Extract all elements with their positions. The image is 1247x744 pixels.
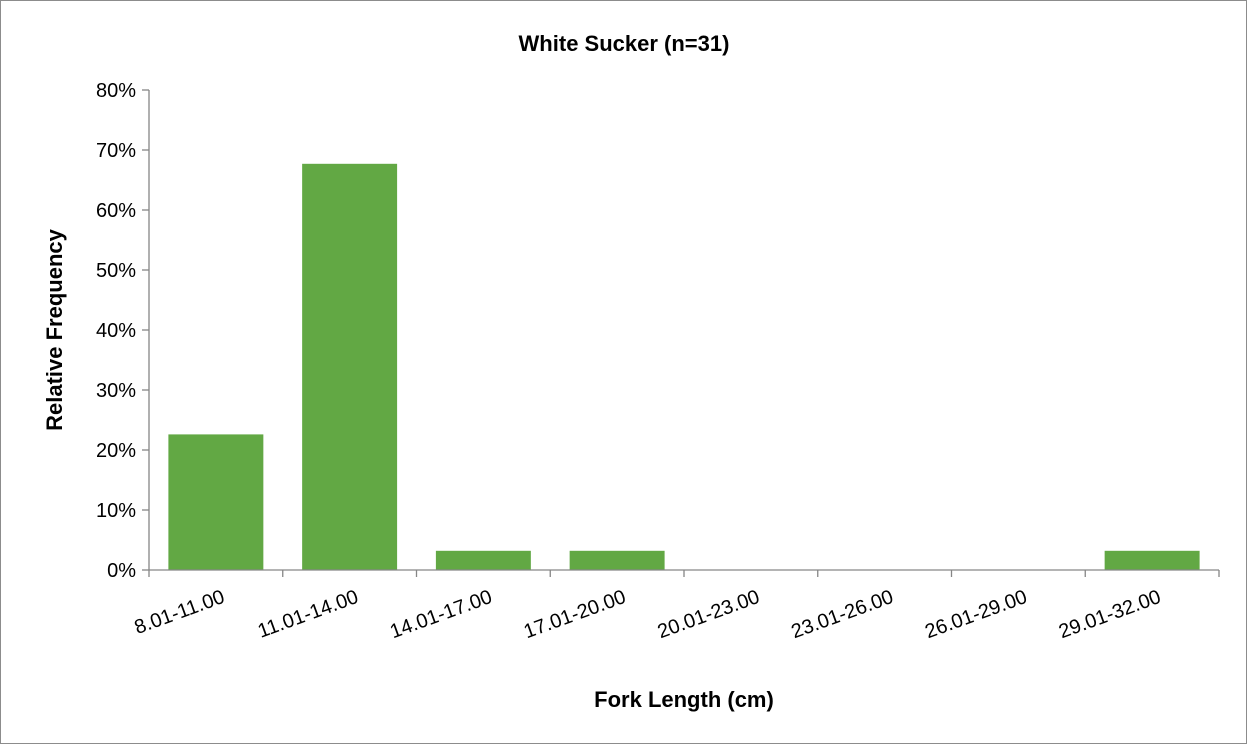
bar-2 bbox=[435, 550, 531, 570]
x-tick-label-6: 26.01-29.00 bbox=[922, 586, 1030, 643]
x-tick-label-3: 17.01-20.00 bbox=[521, 586, 629, 643]
y-tick-label-8: 80% bbox=[96, 80, 136, 102]
chart-title: White Sucker (n=31) bbox=[519, 31, 730, 56]
y-tick-label-2: 20% bbox=[96, 440, 136, 462]
x-tick-label-1: 11.01-14.00 bbox=[255, 586, 361, 643]
bar-1 bbox=[302, 163, 398, 571]
x-tick-label-7: 29.01-32.00 bbox=[1056, 586, 1164, 643]
y-tick-label-4: 40% bbox=[96, 320, 136, 342]
y-tick-label-5: 50% bbox=[96, 260, 136, 282]
x-tick-label-4: 20.01-23.00 bbox=[655, 586, 763, 643]
bar-3 bbox=[569, 550, 665, 570]
x-tick-label-2: 14.01-17.00 bbox=[387, 586, 495, 643]
plot-area: 0% 10% 20% 30% 40% 50% 60% 70% 80% 8.01-11.00 11.0… bbox=[96, 80, 1220, 643]
x-tick-label-0: 8.01-11.00 bbox=[132, 586, 228, 639]
y-tick-label-0: 0% bbox=[107, 560, 136, 582]
y-tick-label-3: 30% bbox=[96, 380, 136, 402]
y-tick-label-6: 60% bbox=[96, 200, 136, 222]
bar-0 bbox=[168, 434, 264, 570]
bar-7 bbox=[1104, 550, 1200, 570]
y-tick-label-7: 70% bbox=[96, 140, 136, 162]
y-axis-title: Relative Frequency bbox=[42, 228, 67, 431]
x-axis-title: Fork Length (cm) bbox=[594, 687, 774, 712]
y-tick-label-1: 10% bbox=[96, 500, 136, 522]
x-tick-label-5: 23.01-26.00 bbox=[788, 586, 896, 643]
